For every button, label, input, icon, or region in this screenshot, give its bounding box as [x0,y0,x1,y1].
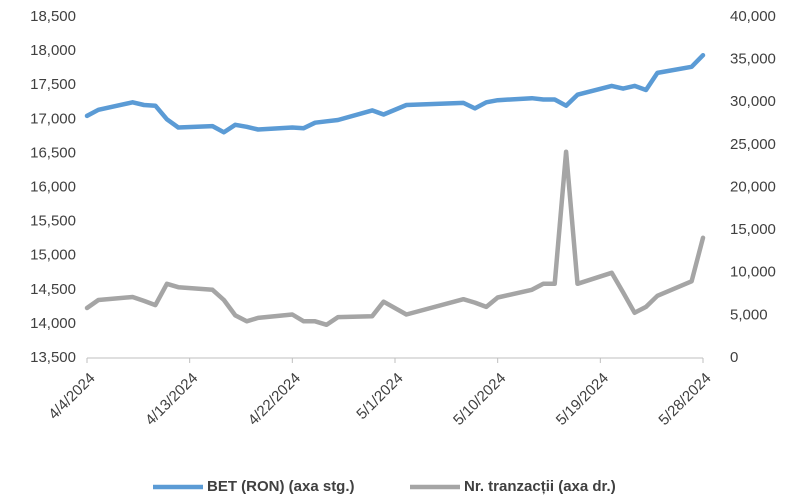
y2-tick-label: 30,000 [730,93,776,110]
y2-tick-label: 5,000 [730,306,768,323]
series-line [84,149,706,328]
y2-tick-label: 0 [730,349,738,366]
y-tick-label: 18,500 [30,8,76,25]
y-tick-label: 15,500 [30,213,76,230]
legend-label: BET (RON) (axa stg.) [207,478,355,495]
y-tick-label: 17,000 [30,110,76,127]
x-tick-label: 4/4/2024 [45,370,98,423]
x-tick-label: 4/13/2024 [142,370,201,429]
y2-tick-label: 35,000 [730,51,776,68]
legend-label: Nr. tranzacții (axa dr.) [464,478,616,495]
x-tick-label: 5/28/2024 [655,370,714,429]
x-tick-label: 4/22/2024 [245,370,304,429]
y-tick-label: 15,000 [30,247,76,264]
y-tick-label: 17,500 [30,76,76,93]
y-tick-label: 14,000 [30,315,76,332]
y-tick-label: 14,500 [30,281,76,298]
y-tick-label: 18,000 [30,42,76,59]
x-tick-label: 5/1/2024 [353,370,406,423]
x-tick-label: 5/10/2024 [450,370,509,429]
y2-tick-label: 15,000 [730,221,776,238]
y2-tick-label: 40,000 [730,8,776,25]
y2-tick-label: 25,000 [730,136,776,153]
y-tick-label: 16,000 [30,178,76,195]
x-tick-label: 5/19/2024 [553,370,612,429]
y-tick-label: 16,500 [30,144,76,161]
series-line [84,52,706,135]
y2-tick-label: 10,000 [730,264,776,281]
y2-tick-label: 20,000 [730,178,776,195]
y-tick-label: 13,500 [30,349,76,366]
